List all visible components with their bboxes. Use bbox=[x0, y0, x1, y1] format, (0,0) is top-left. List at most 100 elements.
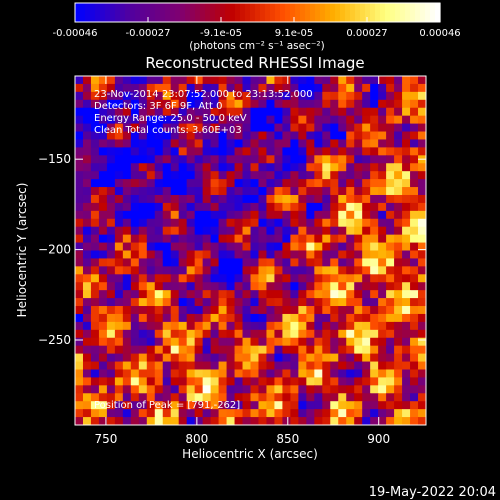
heatmap-cell bbox=[402, 218, 411, 228]
heatmap-cell bbox=[210, 353, 220, 363]
heatmap-cell bbox=[274, 218, 283, 228]
heatmap-cell bbox=[330, 234, 339, 244]
heatmap-cell bbox=[130, 76, 140, 85]
heatmap-cell bbox=[354, 321, 363, 331]
heatmap-cell bbox=[75, 345, 84, 355]
heatmap-cell bbox=[138, 250, 148, 259]
colorbar-cell bbox=[250, 3, 256, 22]
heatmap-cell bbox=[75, 290, 84, 299]
heatmap-cell bbox=[370, 409, 379, 418]
heatmap-cell bbox=[162, 361, 172, 370]
heatmap-cell bbox=[402, 290, 411, 299]
heatmap-cell bbox=[82, 385, 92, 394]
heatmap-cell bbox=[378, 163, 387, 172]
heatmap-cell bbox=[354, 361, 363, 370]
colorbar-cell bbox=[330, 3, 336, 22]
heatmap-cell bbox=[314, 321, 323, 331]
heatmap-cell bbox=[394, 401, 403, 410]
heatmap-cell bbox=[218, 321, 228, 331]
heatmap-cell bbox=[154, 99, 164, 109]
heatmap-cell bbox=[106, 250, 116, 259]
heatmap-cell bbox=[186, 242, 196, 251]
heatmap-cell bbox=[250, 306, 259, 315]
heatmap-cell bbox=[234, 210, 244, 220]
colorbar-cell bbox=[235, 3, 241, 22]
heatmap-cell bbox=[258, 155, 267, 164]
heatmap-cell bbox=[266, 163, 275, 172]
heatmap-cell bbox=[234, 369, 244, 378]
heatmap-cell bbox=[194, 76, 204, 85]
heatmap-cell bbox=[138, 155, 148, 164]
heatmap-cell bbox=[130, 385, 140, 394]
heatmap-cell bbox=[162, 218, 172, 228]
heatmap-cell bbox=[250, 163, 259, 172]
heatmap-cell bbox=[130, 274, 140, 283]
heatmap-cell bbox=[362, 353, 371, 363]
heatmap-cell bbox=[242, 313, 251, 323]
heatmap-cell bbox=[210, 187, 220, 196]
heatmap-cell bbox=[418, 385, 427, 394]
heatmap-cell bbox=[154, 369, 164, 378]
heatmap-cell bbox=[290, 115, 299, 125]
heatmap-cell bbox=[162, 337, 172, 347]
heatmap-cell bbox=[338, 202, 347, 212]
heatmap-cell bbox=[242, 179, 251, 188]
heatmap-cell bbox=[370, 361, 379, 370]
heatmap-cell bbox=[258, 282, 267, 291]
heatmap-cell bbox=[226, 345, 236, 355]
heatmap-cell bbox=[362, 377, 371, 386]
heatmap-cell bbox=[298, 83, 307, 93]
heatmap-cell bbox=[410, 361, 419, 370]
heatmap-cell bbox=[162, 163, 172, 172]
heatmap-cell bbox=[402, 321, 411, 331]
heatmap-cell bbox=[106, 369, 116, 378]
heatmap-cell bbox=[162, 401, 172, 410]
heatmap-cell bbox=[114, 147, 124, 156]
heatmap-cell bbox=[234, 218, 244, 228]
heatmap-cell bbox=[202, 361, 212, 370]
heatmap-cell bbox=[362, 91, 371, 101]
heatmap-cell bbox=[386, 250, 395, 259]
heatmap-cell bbox=[162, 171, 172, 180]
heatmap-cell bbox=[410, 107, 419, 117]
heatmap-cell bbox=[282, 377, 291, 386]
heatmap-cell bbox=[402, 250, 411, 259]
heatmap-cell bbox=[178, 123, 188, 133]
heatmap-cell bbox=[138, 266, 148, 275]
heatmap-cell bbox=[338, 163, 347, 172]
heatmap-cell bbox=[394, 171, 403, 180]
heatmap-cell bbox=[242, 155, 251, 164]
heatmap-cell bbox=[130, 234, 140, 244]
heatmap-cell bbox=[114, 377, 124, 386]
heatmap-cell bbox=[362, 417, 371, 426]
heatmap-cell bbox=[346, 115, 355, 125]
heatmap-cell bbox=[362, 250, 371, 259]
heatmap-cell bbox=[250, 234, 259, 244]
heatmap-cell bbox=[202, 202, 212, 212]
heatmap-cell bbox=[178, 377, 188, 386]
heatmap-cell bbox=[418, 171, 427, 180]
heatmap-cell bbox=[138, 226, 148, 236]
heatmap-cell bbox=[330, 91, 339, 101]
heatmap-cell bbox=[194, 147, 204, 156]
heatmap-cell bbox=[194, 171, 204, 180]
heatmap-cell bbox=[75, 179, 84, 188]
heatmap-cell bbox=[75, 266, 84, 275]
heatmap-cell bbox=[386, 139, 395, 148]
heatmap-cell bbox=[418, 139, 427, 148]
heatmap-cell bbox=[170, 218, 180, 228]
heatmap-cell bbox=[186, 115, 196, 125]
heatmap-cell bbox=[154, 123, 164, 133]
heatmap-cell bbox=[418, 361, 427, 370]
heatmap-cell bbox=[338, 242, 347, 251]
heatmap-cell bbox=[346, 282, 355, 291]
heatmap-cell bbox=[290, 107, 299, 117]
heatmap-cell bbox=[226, 194, 236, 204]
heatmap-cell bbox=[290, 123, 299, 133]
heatmap-cell bbox=[234, 393, 244, 402]
heatmap-cell bbox=[90, 393, 100, 402]
heatmap-cell bbox=[114, 139, 124, 148]
colorbar-cell bbox=[175, 3, 181, 22]
heatmap-cell bbox=[266, 321, 275, 331]
heatmap-cell bbox=[202, 131, 212, 140]
